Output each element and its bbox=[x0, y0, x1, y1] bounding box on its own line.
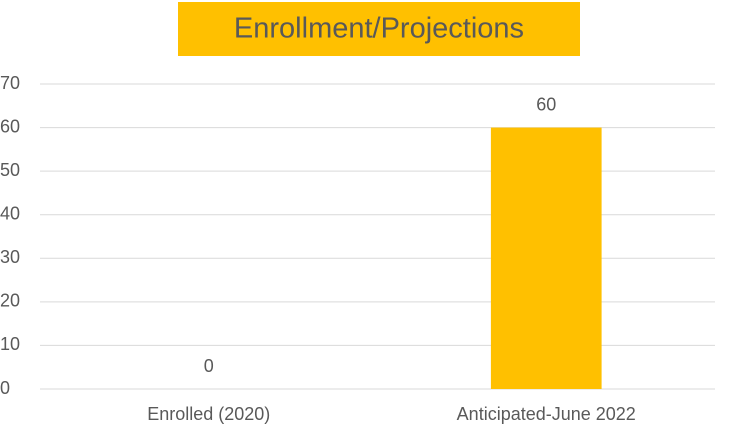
x-tick-label: Enrolled (2020) bbox=[147, 404, 270, 424]
y-tick-label: 60 bbox=[0, 116, 20, 136]
y-tick-label: 40 bbox=[0, 203, 20, 223]
y-tick-label: 30 bbox=[0, 247, 20, 267]
bar bbox=[490, 127, 602, 390]
data-label: 60 bbox=[536, 94, 556, 114]
y-tick-label: 50 bbox=[0, 160, 20, 180]
data-label: 0 bbox=[204, 356, 214, 376]
title-box bbox=[178, 2, 580, 56]
y-tick-label: 20 bbox=[0, 291, 20, 311]
y-tick-label: 0 bbox=[0, 378, 10, 398]
y-tick-label: 70 bbox=[0, 73, 20, 93]
x-tick-label: Anticipated-June 2022 bbox=[457, 404, 636, 424]
chart-title: Enrollment/Projections bbox=[234, 13, 524, 45]
y-tick-label: 10 bbox=[0, 334, 20, 354]
